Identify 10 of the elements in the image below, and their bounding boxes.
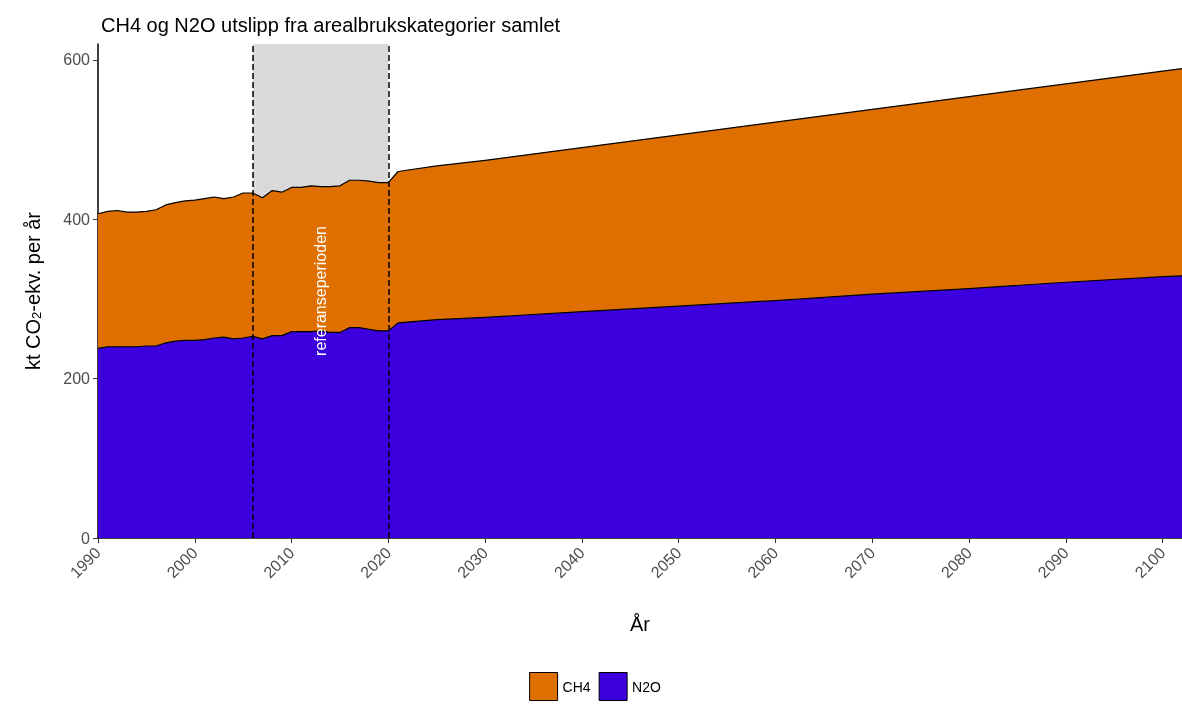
legend-label: CH4: [562, 678, 591, 695]
y-axis-title: kt CO2-ekv. per år: [21, 211, 44, 371]
band-label: referanseperioden: [312, 226, 330, 356]
y-tick-label: 400: [63, 210, 91, 228]
y-tick-label: 600: [63, 51, 91, 69]
legend-label: N2O: [632, 678, 662, 695]
y-tick-label: 200: [63, 370, 91, 388]
y-tick-label: 0: [81, 529, 91, 547]
x-axis-title: År: [630, 613, 651, 635]
chart-title: CH4 og N2O utslipp fra arealbrukskategorier samlet: [101, 14, 561, 36]
